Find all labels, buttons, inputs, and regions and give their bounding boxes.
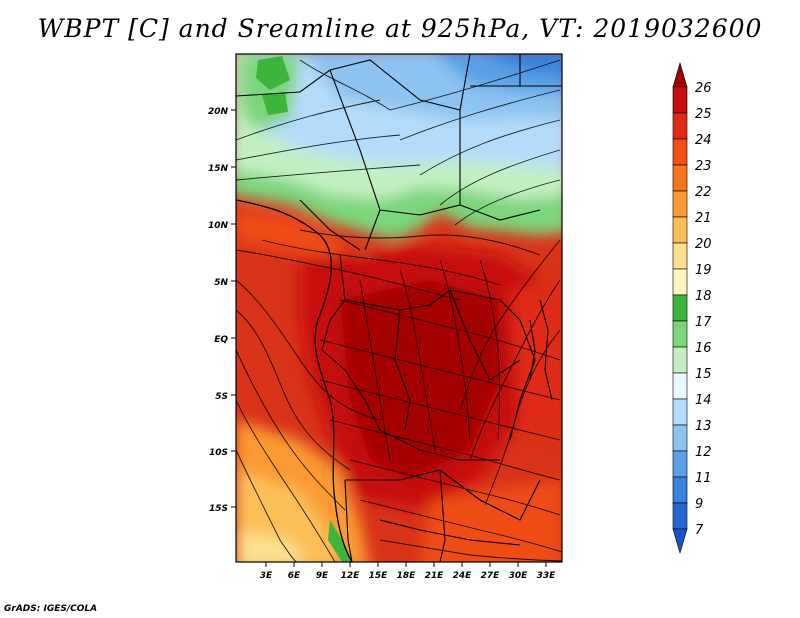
colorbar-swatch [672, 320, 688, 348]
lat-tick-label: 5S [215, 392, 228, 402]
colorbar-level-label: 26 [695, 81, 712, 96]
colorbar-level-label: 16 [695, 341, 712, 356]
lon-tick-label: 30E [509, 571, 529, 581]
colorbar-level-label: 7 [695, 523, 704, 538]
colorbar-swatch [672, 476, 688, 504]
colorbar-swatch [672, 164, 688, 192]
lon-tick-label: 33E [537, 571, 557, 581]
colorbar-bottom-arrow [672, 528, 688, 555]
colorbar-level-label: 19 [695, 263, 712, 278]
colorbar-level-label: 25 [695, 107, 712, 122]
colorbar-swatch [672, 398, 688, 426]
lat-tick-label: 20N [208, 107, 229, 117]
colorbar-swatch [672, 86, 688, 114]
colorbar-level-label: 18 [695, 289, 712, 304]
colorbar-level-label: 15 [695, 367, 712, 382]
colorbar-swatch [672, 190, 688, 218]
lat-tick-label: EQ [214, 335, 228, 345]
lon-tick-label: 3E [260, 571, 273, 581]
colorbar-swatch [672, 138, 688, 166]
map-frame [235, 53, 563, 563]
colorbar-swatch [672, 346, 688, 374]
lat-tick-label: 15N [208, 164, 229, 174]
lat-tick-label: 15S [209, 504, 228, 514]
colorbar-level-label: 11 [695, 471, 712, 486]
lat-tick-label: 10S [209, 448, 228, 458]
colorbar-level-label: 20 [695, 237, 712, 252]
colorbar-level-label: 21 [695, 211, 712, 226]
colorbar-top-arrow [672, 61, 688, 88]
colorbar-swatch [672, 268, 688, 296]
lon-tick-label: 9E [316, 571, 329, 581]
colorbar-swatch [672, 294, 688, 322]
colorbar-swatch [672, 450, 688, 478]
lon-tick-label: 21E [425, 571, 445, 581]
colorbar-swatch [672, 372, 688, 400]
lon-tick-label: 12E [341, 571, 361, 581]
chart-title: WBPT [C] and Sreamline at 925hPa, VT: 20… [37, 14, 763, 43]
lat-tick-label: 5N [214, 278, 228, 288]
colorbar-level-label: 14 [695, 393, 712, 408]
longitude-labels: 3E 6E 9E 12E 15E 18E 21E 24E 27E 30E 33E [260, 571, 556, 581]
lat-tick-label: 10N [208, 221, 229, 231]
wbpt-shading [236, 54, 562, 562]
colorbar-swatch [672, 424, 688, 452]
lon-tick-label: 27E [481, 571, 501, 581]
colorbar-swatch [672, 242, 688, 270]
colorbar-level-label: 13 [695, 419, 712, 434]
lon-tick-label: 15E [369, 571, 389, 581]
colorbar-level-label: 23 [695, 159, 712, 174]
colorbar-level-label: 22 [695, 185, 712, 200]
lon-tick-label: 24E [453, 571, 473, 581]
lon-tick-label: 6E [288, 571, 301, 581]
latitude-labels: 20N 15N 10N 5N EQ 5S 10S 15S [208, 107, 229, 514]
grads-credit: GrADS: IGES/COLA [4, 604, 98, 614]
colorbar-level-label: 24 [695, 133, 712, 148]
lon-tick-label: 18E [397, 571, 417, 581]
colorbar: 26 25 24 23 22 21 20 19 18 17 16 15 14 13 12 11 9 7 [672, 61, 712, 555]
colorbar-swatch [672, 112, 688, 140]
colorbar-level-label: 12 [695, 445, 712, 460]
colorbar-level-label: 9 [695, 497, 703, 512]
colorbar-level-label: 17 [695, 315, 712, 330]
colorbar-swatch [672, 502, 688, 530]
colorbar-swatch [672, 216, 688, 244]
